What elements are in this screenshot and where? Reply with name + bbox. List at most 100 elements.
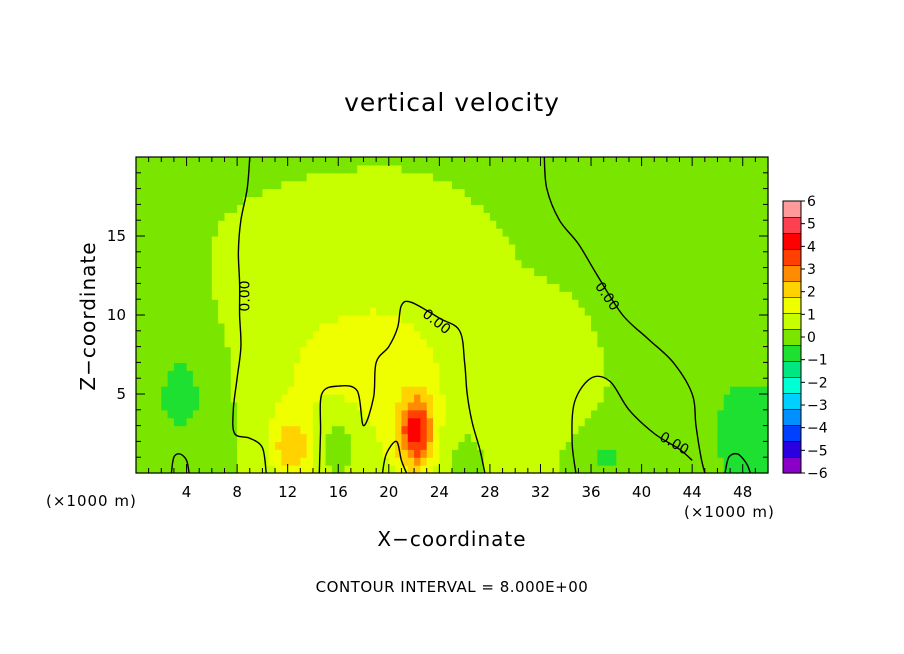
field-cell [452, 299, 459, 308]
field-cell [439, 299, 447, 308]
field-cell [433, 330, 440, 340]
field-cell [281, 330, 289, 340]
field-cell [300, 291, 308, 300]
field-cell [761, 449, 769, 458]
field-cell [641, 322, 649, 332]
field-cell [325, 322, 333, 332]
field-cell [388, 188, 396, 198]
field-cell [622, 299, 630, 308]
field-cell [224, 330, 232, 340]
field-cell [325, 212, 333, 221]
field-cell [319, 386, 327, 395]
field-cell [420, 457, 428, 466]
field-cell [192, 401, 200, 411]
field-cell [445, 188, 453, 198]
field-cell [755, 299, 763, 308]
field-cell [167, 362, 175, 371]
field-cell [685, 330, 693, 340]
field-cell [433, 425, 440, 435]
field-cell [433, 457, 440, 466]
field-cell [742, 378, 750, 387]
field-cell [407, 243, 415, 253]
field-cell [641, 362, 649, 371]
field-cell [180, 251, 188, 261]
x-tick-label: 44 [683, 483, 702, 501]
colorbar-tick-label: 1 [807, 307, 816, 323]
field-cell [534, 338, 542, 348]
field-cell [546, 251, 554, 261]
field-cell [262, 338, 270, 348]
field-cell [319, 378, 327, 387]
field-cell [483, 180, 491, 190]
field-cell [331, 378, 339, 387]
field-cell [382, 157, 390, 166]
field-cell [660, 425, 668, 435]
field-cell [173, 283, 181, 292]
field-cell [470, 275, 478, 284]
field-cell [749, 228, 756, 237]
field-cell [749, 386, 756, 395]
field-cell [761, 291, 769, 300]
field-cell [369, 315, 377, 324]
field-cell [496, 204, 504, 213]
field-cell [205, 370, 213, 379]
field-cell [508, 299, 516, 308]
field-cell [496, 299, 504, 308]
field-cell [597, 259, 605, 269]
field-cell [148, 425, 156, 435]
field-cell [344, 401, 352, 411]
field-cell [755, 449, 763, 458]
field-cell [521, 180, 529, 190]
field-cell [445, 370, 453, 379]
field-cell [331, 409, 339, 419]
field-cell [521, 394, 529, 403]
field-cell [433, 243, 440, 253]
field-cell [666, 338, 674, 348]
field-cell [256, 378, 263, 387]
field-cell [230, 267, 238, 277]
field-cell [730, 172, 737, 182]
field-cell [395, 322, 403, 332]
field-cell [654, 457, 662, 466]
field-cell [344, 315, 352, 324]
field-cell [331, 157, 339, 166]
field-cell [205, 315, 213, 324]
field-cell [224, 275, 232, 284]
field-cell [540, 291, 548, 300]
field-cell [401, 386, 409, 395]
field-cell [180, 188, 188, 198]
field-cell [382, 228, 390, 237]
field-cell [553, 164, 561, 174]
field-cell [698, 259, 706, 269]
field-cell [483, 212, 491, 221]
field-cell [243, 291, 251, 300]
field-cell [452, 441, 459, 450]
field-cell [641, 236, 649, 245]
field-cell [249, 259, 257, 269]
field-cell [192, 299, 200, 308]
field-cell [717, 465, 725, 474]
field-cell [628, 378, 636, 387]
field-cell [192, 267, 200, 277]
field-cell [136, 251, 143, 261]
field-cell [749, 378, 756, 387]
field-cell [496, 457, 504, 466]
field-cell [610, 204, 617, 213]
field-cell [382, 322, 390, 332]
field-cell [723, 220, 731, 229]
field-cell [325, 220, 333, 229]
field-cell [287, 204, 295, 213]
field-cell [540, 188, 548, 198]
field-cell [407, 220, 415, 229]
field-cell [553, 362, 561, 371]
field-cell [698, 157, 706, 166]
field-cell [401, 449, 409, 458]
field-cell [426, 417, 434, 427]
field-cell [673, 433, 681, 442]
field-cell [414, 196, 421, 205]
field-cell [275, 212, 282, 221]
field-cell [287, 275, 295, 284]
field-cell [742, 291, 750, 300]
field-cell [306, 409, 314, 419]
field-cell [452, 196, 459, 205]
